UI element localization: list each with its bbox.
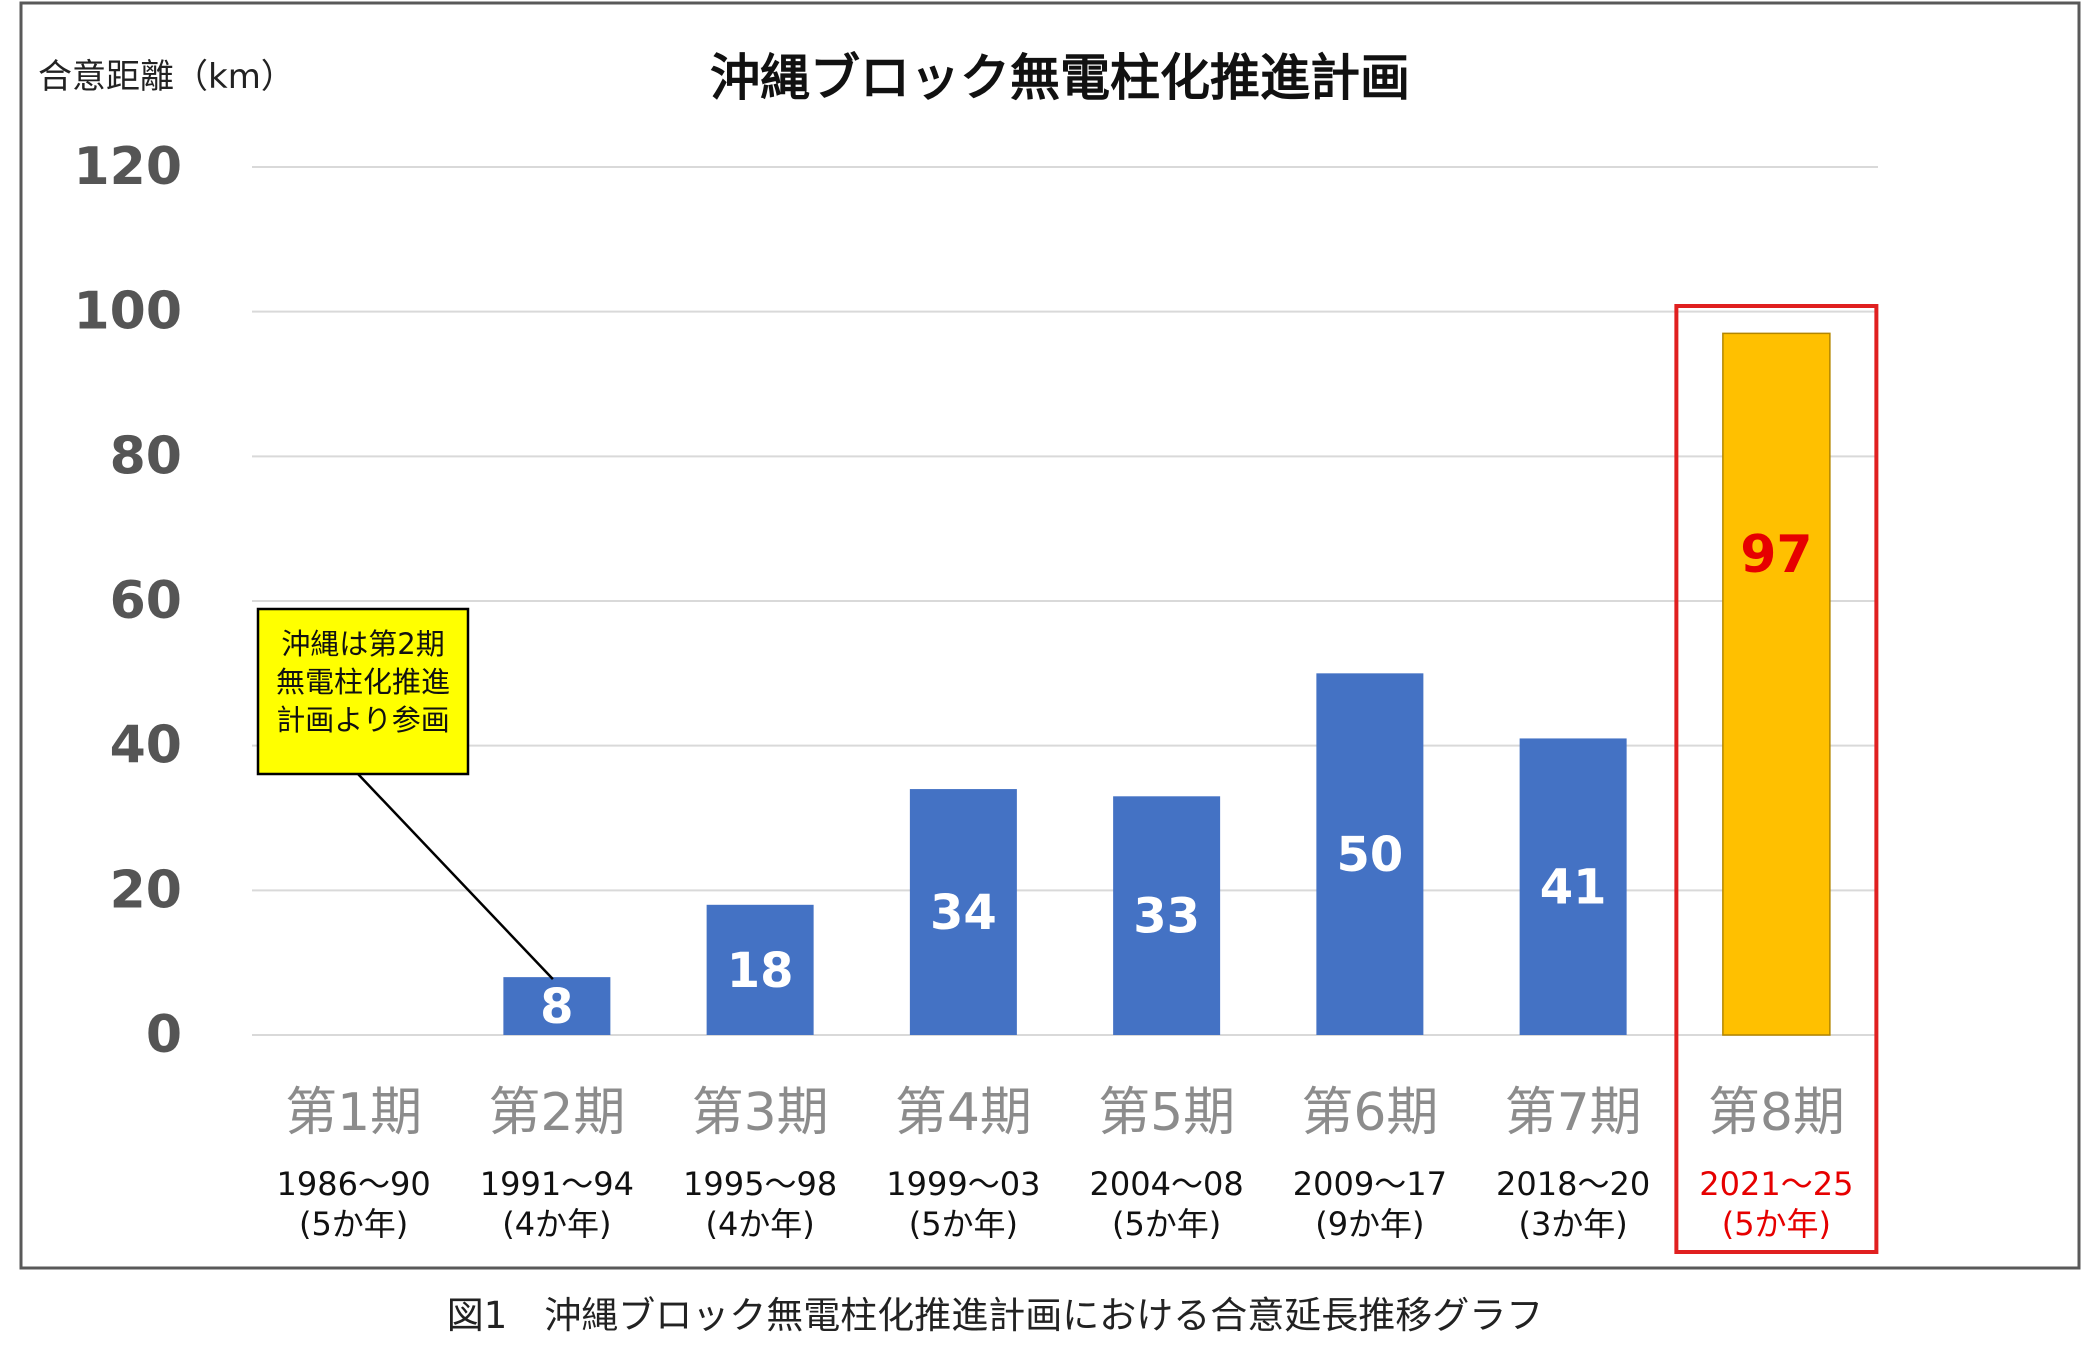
highlight-frame [1674, 304, 1879, 1254]
bar-value-label: 8 [540, 979, 573, 1035]
x-period-label: 1995～98 [683, 1165, 837, 1203]
y-tick-label: 40 [110, 716, 182, 776]
x-period-label: 2021～25 [1699, 1165, 1853, 1203]
bar-value-label: 33 [1133, 889, 1200, 945]
bar-value-label: 41 [1540, 860, 1607, 916]
y-axis-ticks: 0 20 40 60 80 100 120 [73, 137, 182, 1065]
y-tick-label: 60 [110, 571, 182, 631]
x-duration-label: (5か年) [1722, 1205, 1831, 1243]
bar-value-label: 50 [1336, 827, 1403, 883]
y-tick-label: 100 [73, 282, 182, 342]
bar-value-label: 18 [727, 943, 794, 999]
bar [706, 904, 814, 1035]
x-duration-label: (9か年) [1315, 1205, 1424, 1243]
x-period-label: 1986～90 [277, 1165, 431, 1203]
x-duration-label: (4か年) [705, 1205, 814, 1243]
x-category-label: 第5期 [1098, 1083, 1235, 1143]
x-duration-label: (4か年) [502, 1205, 611, 1243]
bar [1316, 673, 1424, 1035]
x-period-label: 1999～03 [886, 1165, 1040, 1203]
y-tick-label: 0 [146, 1005, 182, 1065]
bar [1722, 332, 1831, 1036]
x-category-label: 第4期 [895, 1083, 1032, 1143]
y-tick-label: 20 [110, 860, 182, 920]
x-duration-label: (5か年) [1112, 1205, 1221, 1243]
x-category-label: 第8期 [1708, 1083, 1845, 1143]
y-tick-label: 80 [110, 426, 182, 486]
x-duration-label: (5か年) [299, 1205, 408, 1243]
callout-text: 無電柱化推進 [276, 665, 450, 699]
bar-value-label: 97 [1740, 525, 1812, 585]
highlight-box [1674, 304, 1879, 1254]
bar [1113, 796, 1221, 1035]
bar [1519, 738, 1627, 1035]
bar [503, 977, 611, 1035]
y-axis-label: 合意距離（km） [38, 57, 295, 97]
bars: 8 18 34 33 50 41 97 [503, 332, 1831, 1036]
x-category-label: 第3期 [692, 1083, 829, 1143]
x-category-label: 第7期 [1505, 1083, 1642, 1143]
x-category-label: 第2期 [488, 1083, 625, 1143]
chart-title: 沖縄ブロック無電柱化推進計画 [710, 49, 1410, 107]
x-axis-labels: 第1期1986～90(5か年)第2期1991～94(4か年)第3期1995～98… [277, 1083, 1854, 1243]
x-period-label: 2009～17 [1293, 1165, 1447, 1203]
x-period-label: 2018～20 [1496, 1165, 1650, 1203]
x-duration-label: (5か年) [909, 1205, 1018, 1243]
callout-text: 沖縄は第2期 [281, 627, 444, 661]
bar [909, 789, 1017, 1035]
x-period-label: 1991～94 [480, 1165, 634, 1203]
callout-text: 計画より参画 [276, 703, 449, 737]
x-duration-label: (3か年) [1518, 1205, 1627, 1243]
bar-value-label: 34 [930, 885, 997, 941]
callout-box [256, 607, 470, 776]
figure-caption: 図1 沖縄ブロック無電柱化推進計画における合意延長推移グラフ [446, 1294, 1544, 1337]
y-tick-label: 120 [73, 137, 182, 197]
x-period-label: 2004～08 [1090, 1165, 1244, 1203]
x-category-label: 第1期 [285, 1083, 422, 1143]
x-category-label: 第6期 [1301, 1083, 1438, 1143]
callout-line [357, 773, 554, 980]
